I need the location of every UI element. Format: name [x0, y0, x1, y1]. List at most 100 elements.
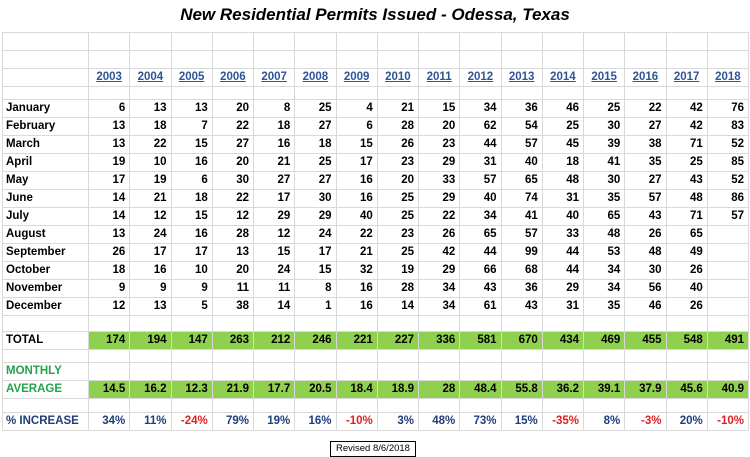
- empty-cell: [211, 86, 255, 100]
- empty-cell: [706, 32, 750, 51]
- empty-cell: [129, 50, 172, 69]
- year-header-2018[interactable]: 2018: [706, 68, 750, 87]
- empty-cell: [252, 86, 296, 100]
- permit-count-cell: 43: [459, 279, 502, 298]
- permit-count-cell: 10: [129, 153, 172, 172]
- permit-count-cell: 18: [252, 117, 296, 136]
- average-cell: 20.5: [294, 380, 337, 399]
- year-header-2012[interactable]: 2012: [459, 68, 502, 87]
- empty-cell: [500, 349, 543, 363]
- empty-cell: [541, 349, 585, 363]
- year-header-2016[interactable]: 2016: [624, 68, 667, 87]
- total-cell: 221: [335, 331, 378, 350]
- permit-count-cell: 22: [211, 117, 255, 136]
- empty-cell: [2, 349, 89, 363]
- permit-count-cell: 13: [129, 99, 172, 118]
- permit-count-cell: 13: [129, 297, 172, 316]
- pct-increase-cell: 16%: [294, 412, 337, 431]
- blank-row: [2, 315, 750, 332]
- year-header-2005[interactable]: 2005: [170, 68, 213, 87]
- permit-count-cell: 32: [335, 261, 378, 280]
- empty-cell: [417, 50, 461, 69]
- empty-cell: [87, 349, 131, 363]
- permit-count-cell: 27: [294, 171, 337, 190]
- year-header-2007[interactable]: 2007: [252, 68, 296, 87]
- average-row: AVERAGE 14.5 16.2 12.3 21.9 17.7 20.5 18.4 18.9 2…: [2, 380, 750, 399]
- empty-cell: [252, 349, 296, 363]
- monthly-label-row: MONTHLY: [2, 362, 750, 381]
- year-header-2011[interactable]: 2011: [417, 68, 461, 87]
- pct-increase-cell: 3%: [376, 412, 420, 431]
- permit-count-cell: 40: [541, 207, 585, 226]
- empty-cell: [87, 362, 131, 381]
- year-header-2017[interactable]: 2017: [665, 68, 708, 87]
- pct-increase-cell: 73%: [459, 412, 502, 431]
- empty-cell: [87, 50, 131, 69]
- empty-cell: [459, 86, 502, 100]
- empty-cell: [170, 349, 213, 363]
- year-header-2014[interactable]: 2014: [541, 68, 585, 87]
- permit-count-cell: 20: [211, 99, 255, 118]
- permit-count-cell: 23: [376, 153, 420, 172]
- year-header-2009[interactable]: 2009: [335, 68, 378, 87]
- permit-count-cell: 53: [582, 243, 626, 262]
- year-header-2015[interactable]: 2015: [582, 68, 626, 87]
- year-header-2010[interactable]: 2010: [376, 68, 420, 87]
- empty-cell: [376, 362, 420, 381]
- permit-count-cell: 19: [87, 153, 131, 172]
- permit-count-cell: 27: [624, 117, 667, 136]
- month-row: August 13 24 16 28 12 24 22 23 26 65 57 33 48 26 65: [2, 225, 750, 244]
- empty-cell: [129, 86, 172, 100]
- empty-cell: [87, 32, 131, 51]
- empty-cell: [500, 50, 543, 69]
- permit-count-cell: 33: [541, 225, 585, 244]
- permit-count-cell: 38: [624, 135, 667, 154]
- month-label: July: [2, 207, 89, 226]
- permit-count-cell: 16: [170, 225, 213, 244]
- year-header-2006[interactable]: 2006: [211, 68, 255, 87]
- empty-cell: [665, 315, 708, 332]
- year-header-2003[interactable]: 2003: [87, 68, 131, 87]
- empty-cell: [624, 32, 667, 51]
- permit-count-cell: 30: [624, 261, 667, 280]
- empty-cell: [170, 86, 213, 100]
- empty-cell: [129, 398, 172, 413]
- permit-count-cell: 9: [87, 279, 131, 298]
- permit-count-cell: 30: [211, 171, 255, 190]
- empty-cell: [541, 362, 585, 381]
- empty-cell: [2, 50, 89, 69]
- permit-count-cell: [706, 243, 750, 262]
- permit-count-cell: 57: [624, 189, 667, 208]
- pct-increase-cell: -10%: [706, 412, 750, 431]
- permit-count-cell: 34: [582, 261, 626, 280]
- year-header-2004[interactable]: 2004: [129, 68, 172, 87]
- empty-cell: [335, 315, 378, 332]
- permit-count-cell: 14: [376, 297, 420, 316]
- year-header-2013[interactable]: 2013: [500, 68, 543, 87]
- permit-count-cell: 9: [129, 279, 172, 298]
- permit-count-cell: 21: [335, 243, 378, 262]
- month-row: February 13 18 7 22 18 27 6 28 20 62 54 25 30 27 42 83: [2, 117, 750, 136]
- permit-count-cell: 27: [624, 171, 667, 190]
- permit-count-cell: 65: [582, 207, 626, 226]
- permit-count-cell: 27: [252, 171, 296, 190]
- total-cell: 548: [665, 331, 708, 350]
- month-label: October: [2, 261, 89, 280]
- month-label: March: [2, 135, 89, 154]
- permit-count-cell: 20: [211, 153, 255, 172]
- empty-cell: [624, 349, 667, 363]
- empty-cell: [335, 86, 378, 100]
- permit-count-cell: 31: [541, 189, 585, 208]
- month-label: April: [2, 153, 89, 172]
- year-header-2008[interactable]: 2008: [294, 68, 337, 87]
- permit-count-cell: 25: [376, 207, 420, 226]
- permit-count-cell: [706, 261, 750, 280]
- empty-cell: [211, 315, 255, 332]
- permit-count-cell: 65: [500, 171, 543, 190]
- total-cell: 491: [706, 331, 750, 350]
- permit-count-cell: 34: [417, 279, 461, 298]
- average-cell: 17.7: [252, 380, 296, 399]
- permit-count-cell: 16: [335, 189, 378, 208]
- pct-increase-cell: 19%: [252, 412, 296, 431]
- permit-count-cell: 17: [335, 153, 378, 172]
